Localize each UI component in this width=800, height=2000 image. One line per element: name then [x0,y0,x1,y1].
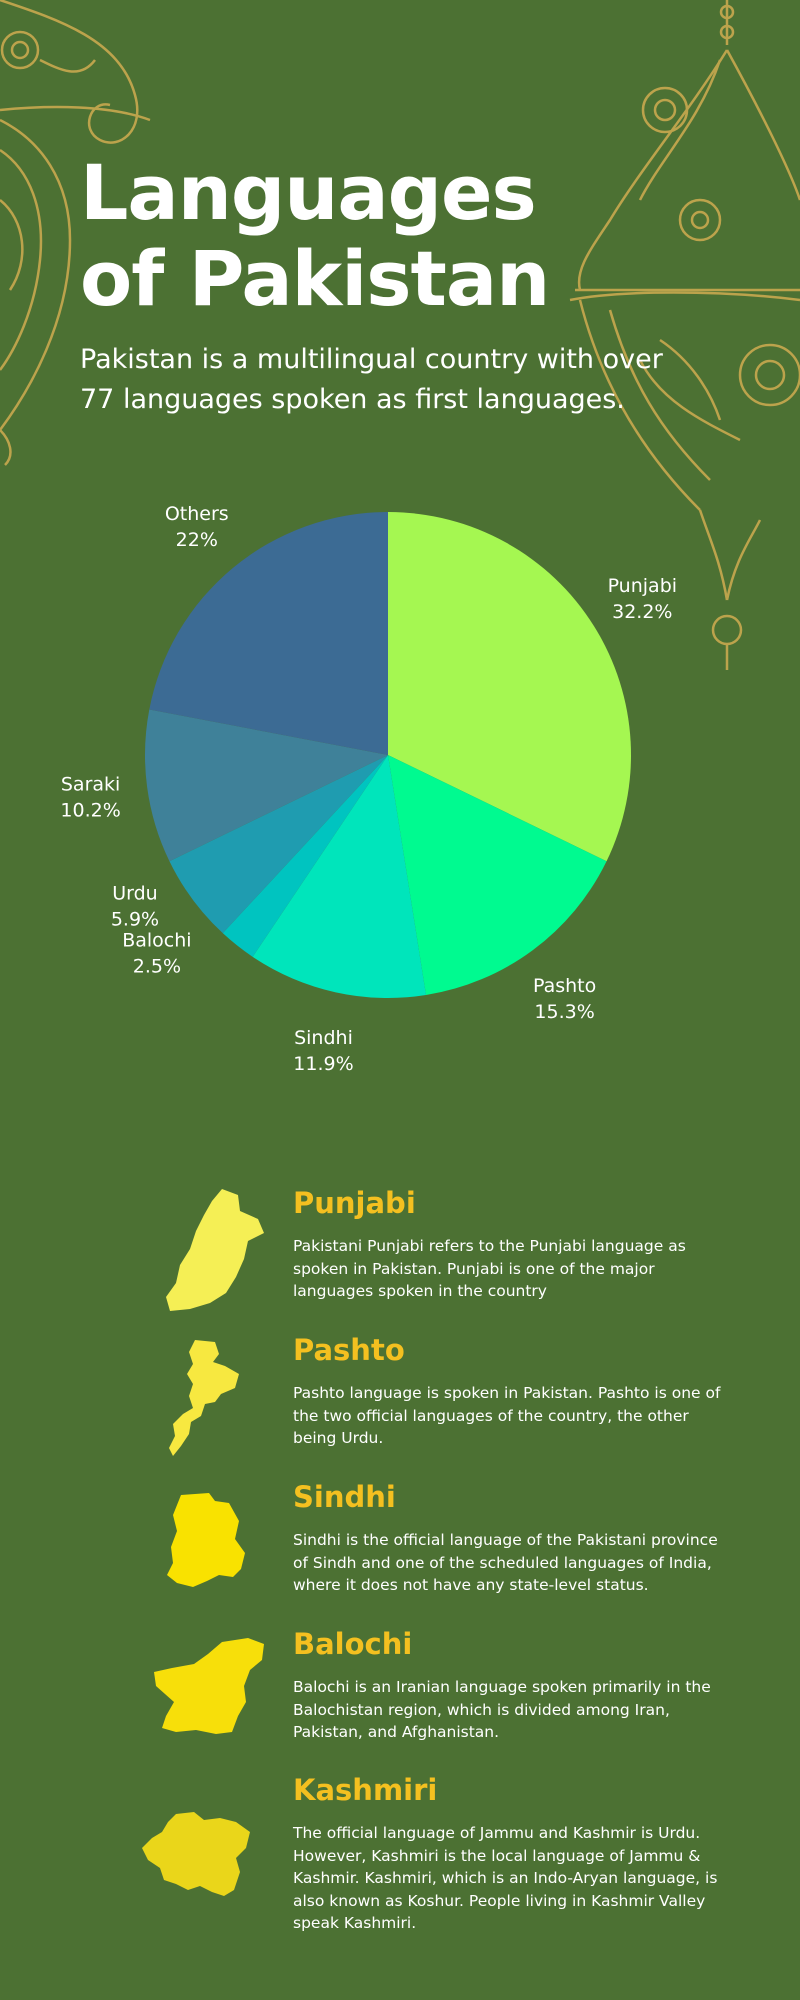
khyber-pakhtunkhwa-map-icon [169,1340,239,1456]
paisley-ornament-decoration [0,0,800,670]
sindh-map-icon [167,1493,245,1587]
pie-slice-urdu [169,755,388,934]
language-name: Kashmiri [293,1773,438,1807]
punjab-map-icon [166,1189,264,1311]
language-name: Sindhi [293,1480,396,1514]
balochistan-map-icon [154,1638,264,1734]
kashmir-map-icon [142,1812,250,1896]
language-pie-chart: Punjabi 32.2% Pashto 15.3% Sindhi 11.9% Baloch… [60,503,677,1075]
language-name: Punjabi [293,1186,416,1220]
language-description: Sindhi is the official language of the P… [293,1531,718,1594]
pie-label-saraki: Saraki 10.2% [60,773,120,821]
language-card-balochi: Balochi Balochi is an Iranian language s… [0,1626,800,1756]
pie-slice-punjabi [388,512,631,862]
language-card-punjabi: Punjabi Pakistani Punjabi refers to the … [0,1185,800,1315]
language-card-sindhi: Sindhi Sindhi is the official language o… [0,1479,800,1609]
pie-label-balochi: Balochi 2.5% [122,929,191,977]
page-subtitle: Pakistan is a multilingual country with … [80,344,663,415]
language-description: The official language of Jammu and Kashm… [293,1824,718,1932]
pie-label-others: Others 22% [165,503,229,551]
language-description: Pashto language is spoken in Pakistan. P… [293,1384,721,1447]
language-card-kashmiri: Kashmiri The official language of Jammu … [0,1772,800,1932]
page-title: Languages of Pakistan [80,148,550,323]
pie-label-pashto: Pashto 15.3% [533,975,596,1023]
pie-slice-saraki [144,709,388,862]
pie-label-urdu: Urdu 5.9% [111,883,159,931]
pie-slice-balochi [222,755,388,957]
pie-slice-pashto [388,755,607,996]
language-description: Balochi is an Iranian language spoken pr… [293,1678,711,1741]
language-description: Pakistani Punjabi refers to the Punjabi … [293,1237,686,1300]
pie-label-punjabi: Punjabi 32.2% [608,575,677,623]
language-name: Balochi [293,1627,413,1661]
language-card-pashto: Pashto Pashto language is spoken in Paki… [0,1332,800,1462]
pie-slice-sindhi [252,755,427,998]
pie-slice-others [149,512,388,755]
language-name: Pashto [293,1333,405,1367]
pie-label-sindhi: Sindhi 11.9% [293,1027,353,1075]
